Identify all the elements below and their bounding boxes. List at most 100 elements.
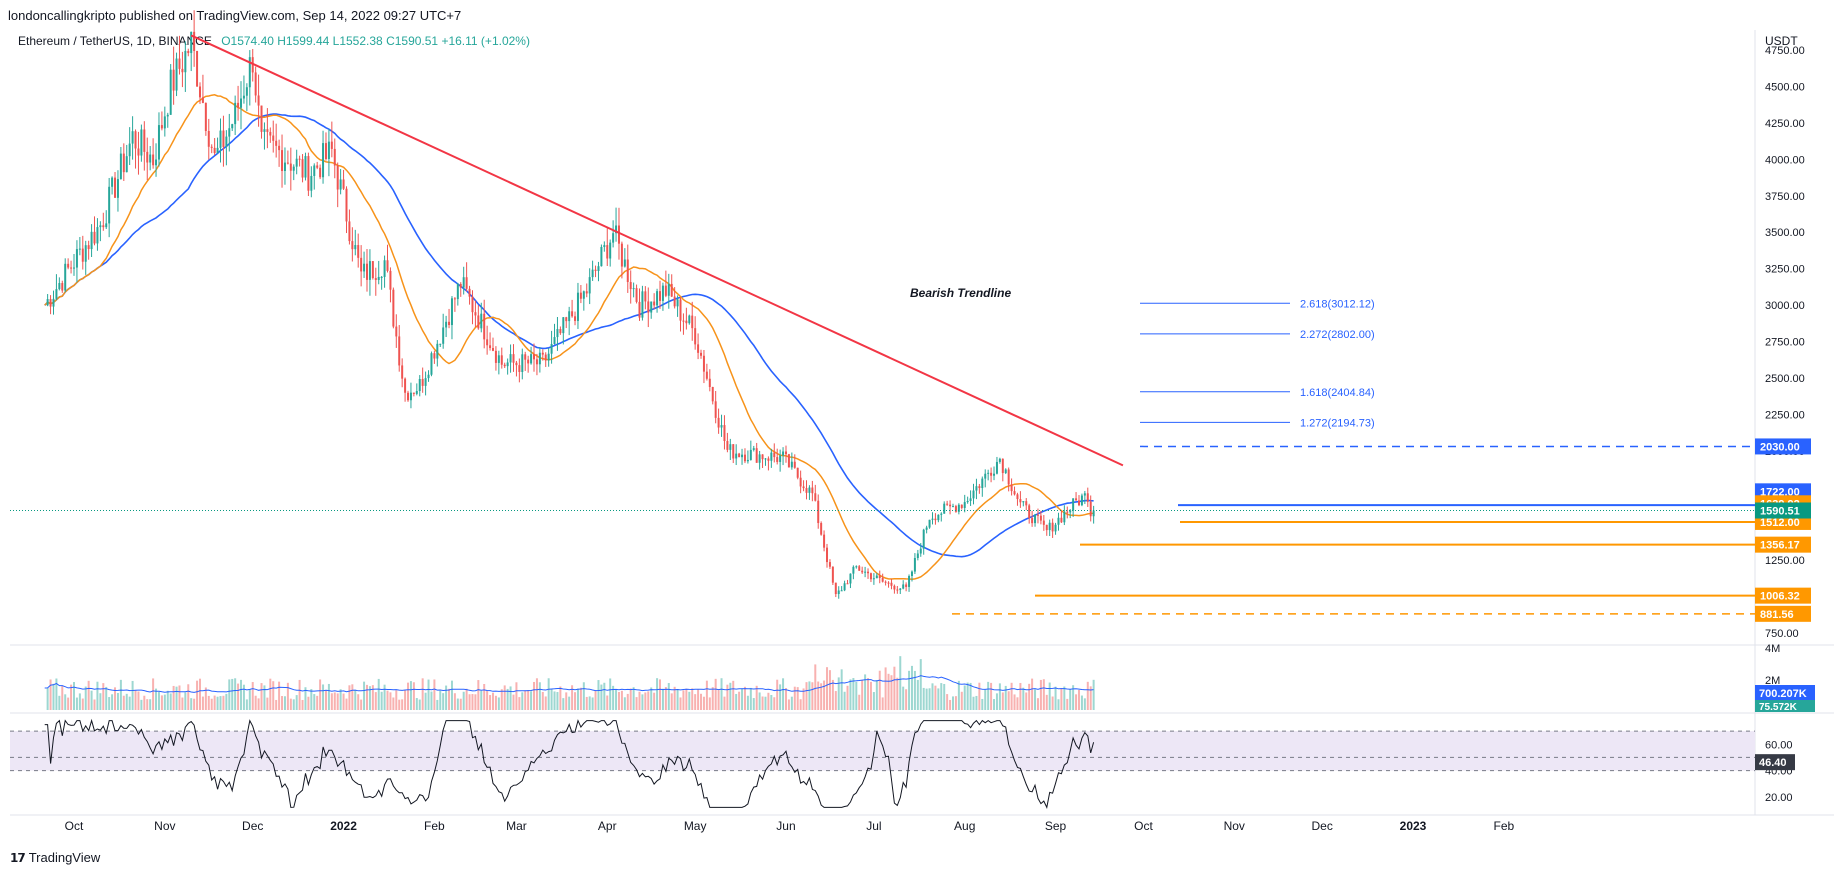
candle-body [749,449,752,460]
volume-bar [480,690,483,710]
volume-bar [324,690,327,710]
rsi-tick-label: 60.00 [1765,739,1793,751]
volume-bar [1048,682,1051,710]
time-axis-label: Feb [1493,819,1514,833]
candle-body [820,523,823,535]
candle-body [620,243,623,267]
volume-bar [1025,692,1028,710]
candle-body [732,444,735,459]
volume-bar [664,687,667,710]
candle-body [354,245,357,250]
volume-bar [840,669,843,710]
volume-bar [527,690,530,710]
candle-body [93,231,96,244]
volume-bar [398,699,401,710]
candle-body [459,284,462,288]
volume-bar [562,698,565,710]
candle-body [201,97,204,103]
volume-bar [58,695,61,710]
candle-body [184,50,187,73]
time-axis-label: Aug [954,819,975,833]
candle-body [143,129,146,152]
candle-body [533,354,536,360]
ma-slow-line [44,113,1094,558]
volume-bar [61,685,64,710]
volume-bar [550,689,553,710]
volume-bar [629,688,632,710]
volume-bar [389,692,392,710]
volume-bar [442,693,445,710]
volume-bar [105,686,108,710]
candle-body [448,321,451,326]
candle-body [767,458,770,461]
volume-bar [890,675,893,710]
candle-body [157,125,160,160]
candle-body [943,503,946,514]
candle-body [134,131,137,149]
volume-bar [659,679,661,710]
candle-body [204,102,207,131]
volume-bar [445,685,448,710]
time-axis-label: Mar [506,819,527,833]
candle-body [52,298,55,307]
volume-bar [764,696,767,710]
volume-bar [987,681,990,710]
candle-body [998,458,1001,462]
volume-bar [119,679,122,710]
time-axis-label: Oct [1134,819,1153,833]
volume-bar [392,697,395,710]
candle-body [779,455,782,462]
volume-bar [157,691,160,710]
candle-body [553,337,556,344]
candle-body [828,562,831,567]
volume-bar [946,694,949,710]
candle-body [579,292,582,299]
volume-bar [450,680,453,710]
candle-body [752,448,755,450]
candle-body [491,348,494,351]
volume-bar [374,692,377,710]
symbol-name[interactable]: Ethereum / TetherUS, 1D, BINANCE [18,34,212,48]
candle-body [67,263,70,268]
candle-body [978,486,981,489]
volume-bar [896,677,899,710]
volume-bar [87,680,90,710]
trendline-label: Bearish Trendline [910,286,1011,300]
close-value: C1590.51 [386,34,439,48]
volume-bar [585,696,588,710]
tradingview-footer[interactable]: 𝟭𝟳 TradingView [10,850,100,865]
volume-bar [201,696,204,710]
candle-body [178,58,181,69]
candle-body [641,291,644,318]
volume-bar [981,698,984,710]
volume-bar [433,679,436,710]
candle-body [237,102,240,108]
volume-bar [919,659,922,710]
price-tick-label: 3500.00 [1765,227,1805,239]
candle-body [418,378,421,392]
candle-body [480,313,483,329]
volume-bar [963,685,966,710]
volume-ma-line [44,675,1094,693]
time-axis-label: Dec [1312,819,1333,833]
candle-body [301,159,304,178]
candle-body [483,313,486,340]
candle-body [811,487,814,494]
time-axis-label: Feb [424,819,445,833]
volume-bar [635,697,638,710]
candle-body [292,166,295,171]
candle-body [576,292,579,321]
volume-bar [855,681,858,710]
candle-body [987,472,990,474]
candle-body [796,467,799,478]
candle-body [409,392,412,401]
volume-bar [975,695,978,710]
candle-body [867,571,870,574]
volume-bar [1045,694,1048,710]
volume-bar [568,696,571,710]
volume-bar [213,695,216,710]
candle-body [1063,511,1066,523]
candle-body [925,527,928,530]
candle-body [688,315,691,324]
